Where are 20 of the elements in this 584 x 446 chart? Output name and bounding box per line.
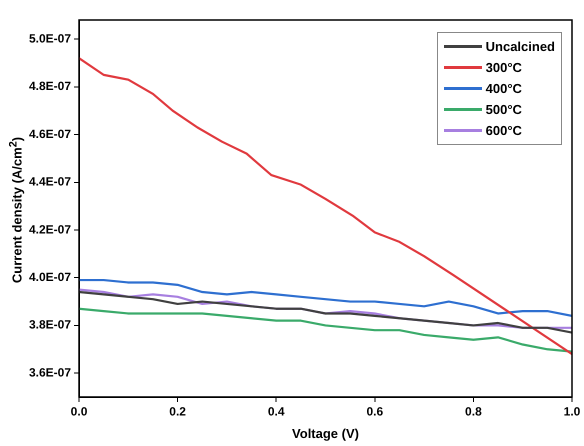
y-tick-label: 4.2E-07 bbox=[29, 222, 72, 236]
x-axis-title: Voltage (V) bbox=[292, 426, 359, 441]
y-tick-label: 4.6E-07 bbox=[29, 126, 72, 141]
legend-label: 300°C bbox=[486, 60, 522, 75]
legend-label: Uncalcined bbox=[486, 39, 555, 54]
x-tick-label: 1.0 bbox=[564, 404, 581, 419]
y-tick-label: 4.8E-07 bbox=[29, 79, 72, 94]
y-tick-label: 3.8E-07 bbox=[29, 318, 72, 332]
x-tick-label: 0.0 bbox=[70, 404, 88, 419]
legend-label: 400°C bbox=[486, 81, 522, 96]
y-tick-label: 4.0E-07 bbox=[29, 270, 72, 284]
legend-label: 500°C bbox=[486, 102, 522, 117]
y-tick-label: 5.0E-07 bbox=[29, 31, 72, 46]
y-tick-label: 4.4E-07 bbox=[29, 174, 72, 189]
y-tick-label: 3.6E-07 bbox=[29, 365, 72, 380]
legend-label: 600°C bbox=[486, 123, 522, 138]
x-tick-label: 0.4 bbox=[268, 404, 285, 419]
x-tick-label: 0.6 bbox=[366, 404, 384, 419]
x-tick-label: 0.2 bbox=[169, 404, 186, 419]
x-tick-label: 0.8 bbox=[465, 404, 482, 419]
